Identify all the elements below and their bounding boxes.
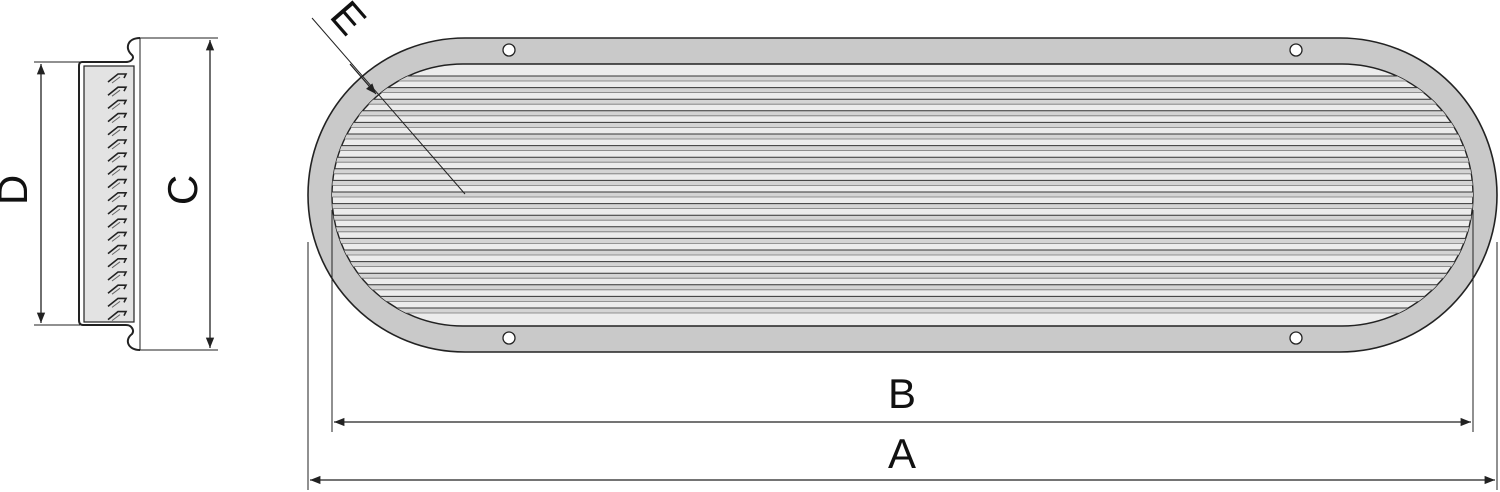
louvre: [107, 139, 128, 149]
louvre: [111, 169, 121, 176]
louvre: [107, 86, 128, 96]
louvre: [107, 178, 128, 189]
louvre: [111, 248, 121, 255]
slat: [332, 180, 1473, 186]
label-a: A: [888, 430, 916, 477]
louvre: [107, 112, 128, 123]
louvre: [107, 244, 128, 255]
louvre: [111, 195, 121, 203]
slat: [332, 250, 1473, 255]
louvre: [107, 73, 128, 83]
louvre: [111, 142, 121, 150]
louvre: [111, 301, 121, 308]
slat: [332, 76, 1473, 81]
louvre: [111, 182, 121, 189]
louvre: [111, 155, 121, 163]
slats: [332, 75, 1473, 314]
slat: [332, 99, 1473, 105]
louvre: [107, 126, 128, 136]
slat: [332, 157, 1473, 163]
front-view: [307, 37, 1498, 353]
slat: [332, 296, 1473, 302]
slat: [332, 110, 1473, 116]
slat: [332, 134, 1473, 139]
slat: [332, 284, 1473, 290]
slat: [332, 226, 1473, 232]
louvre: [107, 165, 128, 176]
louvre: [111, 314, 121, 321]
louvre: [107, 258, 128, 268]
louvre: [111, 89, 121, 97]
slat: [332, 273, 1473, 279]
slat: [332, 192, 1473, 197]
louvre: [111, 287, 121, 295]
louvre: [111, 208, 121, 216]
side-view: [78, 37, 141, 351]
slat: [332, 215, 1473, 221]
louvre: [107, 284, 128, 294]
louvre: [111, 235, 121, 242]
label-c: C: [159, 175, 206, 205]
louvre: [111, 116, 121, 123]
slat: [332, 203, 1473, 209]
louvre: [111, 76, 121, 84]
louvre: [107, 205, 128, 215]
label-b: B: [888, 370, 916, 417]
louvre: [107, 297, 128, 308]
louvre: [107, 231, 128, 242]
label-d: D: [0, 175, 36, 205]
slat: [332, 168, 1473, 174]
arrow-e: [349, 63, 377, 95]
louvre: [111, 129, 121, 137]
label-e: E: [322, 0, 376, 44]
louvre: [107, 99, 128, 110]
louvre: [107, 271, 128, 281]
louvre: [111, 103, 121, 110]
louvre: [111, 274, 121, 282]
louvre: [107, 192, 128, 202]
leader-e: [311, 17, 466, 195]
slat: [332, 145, 1473, 151]
louvre: [107, 310, 128, 321]
louvre: [107, 218, 128, 228]
louvre: [107, 152, 128, 162]
slat: [332, 308, 1473, 313]
slat: [332, 261, 1473, 267]
slat: [332, 238, 1473, 244]
slat: [332, 122, 1473, 128]
louvres: [107, 73, 128, 321]
slat: [332, 87, 1473, 93]
louvre: [111, 221, 121, 229]
louvre: [111, 261, 121, 269]
